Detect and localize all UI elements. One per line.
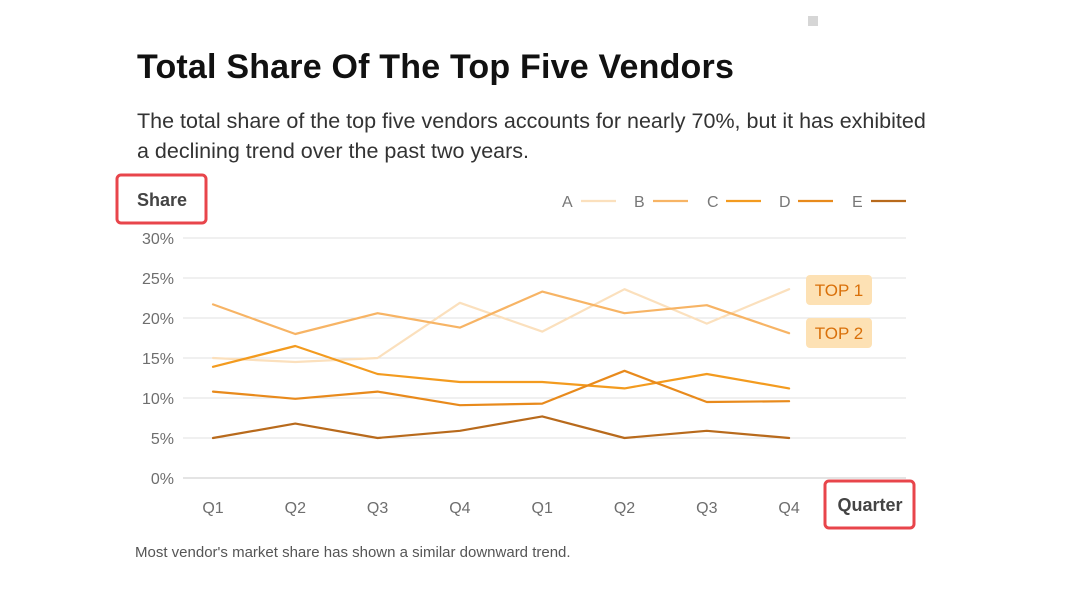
y-tick-label: 15% [142, 351, 174, 368]
y-tick-label: 30% [142, 231, 174, 248]
x-tick-label: Q1 [202, 500, 223, 517]
legend-label-e: E [852, 194, 863, 211]
corner-mark [808, 16, 818, 26]
x-tick-label: Q4 [778, 500, 799, 517]
y-tick-label: 10% [142, 391, 174, 408]
x-axis-title: Quarter [837, 495, 902, 515]
series-line-e [211, 415, 791, 440]
chart-subtitle: The total share of the top five vendors … [137, 109, 926, 163]
annotation-badge-bg [806, 318, 872, 348]
series-line-a [211, 288, 791, 364]
annotation-badge-top-2: TOP 2 [815, 324, 864, 343]
x-tick-label: Q2 [285, 500, 306, 517]
chart-footnote: Most vendor's market share has shown a s… [135, 544, 571, 561]
x-tick-label: Q3 [367, 500, 388, 517]
y-tick-label: 20% [142, 311, 174, 328]
series-line-d [211, 369, 791, 407]
legend-label-d: D [779, 194, 791, 211]
y-tick-label: 25% [142, 271, 174, 288]
legend-label-c: C [707, 194, 719, 211]
series-line-c [211, 344, 791, 390]
annotation-badge-bg [806, 275, 872, 305]
x-tick-label: Q3 [696, 500, 717, 517]
annotation-badge-top-1: TOP 1 [815, 281, 864, 300]
x-tick-label: Q2 [614, 500, 635, 517]
legend-label-a: A [562, 194, 573, 211]
x-tick-label: Q4 [449, 500, 470, 517]
y-axis-title: Share [137, 190, 187, 210]
chart-title: Total Share Of The Top Five Vendors [137, 48, 735, 86]
y-axis-title-highlight [115, 173, 208, 225]
x-axis-title-highlight [823, 479, 916, 530]
x-tick-label: Q1 [532, 500, 553, 517]
y-tick-label: 5% [151, 431, 174, 448]
series-line-b [211, 290, 791, 336]
y-tick-label: 0% [151, 471, 174, 488]
legend-label-b: B [634, 194, 645, 211]
